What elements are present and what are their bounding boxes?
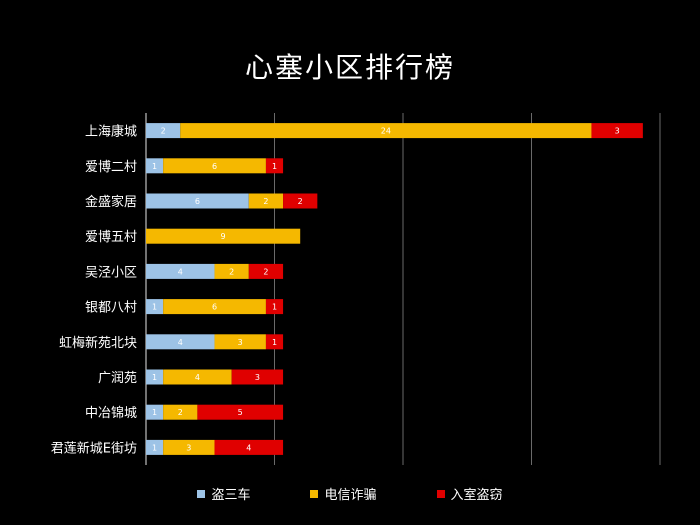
data-label: 2 xyxy=(298,197,303,206)
data-label: 3 xyxy=(615,127,620,136)
legend-item-series-2: 入室盗窃 xyxy=(436,484,503,503)
category-label: 虹梅新苑北块 xyxy=(59,335,137,351)
data-label: 1 xyxy=(152,303,157,312)
bar-segment-series-0 xyxy=(146,369,164,385)
data-label: 2 xyxy=(263,267,268,276)
bar-segment-series-2 xyxy=(231,369,284,385)
data-label: 1 xyxy=(272,338,277,347)
legend-swatch-series-0 xyxy=(197,489,206,498)
data-label: 3 xyxy=(238,338,243,347)
data-label: 2 xyxy=(161,127,166,136)
bar-segment-series-2 xyxy=(265,299,284,315)
legend-item-series-0: 盗三车 xyxy=(197,484,250,503)
bar-segment-series-2 xyxy=(265,158,284,174)
data-label: 6 xyxy=(212,162,217,171)
bar-segment-series-0 xyxy=(146,158,164,174)
legend-swatch-series-1 xyxy=(310,489,319,498)
bar-segment-series-0 xyxy=(146,193,249,209)
category-label: 银都八村 xyxy=(85,301,137,316)
data-label: 4 xyxy=(178,267,183,276)
data-label: 3 xyxy=(186,443,191,452)
data-label: 2 xyxy=(229,267,234,276)
legend-label-series-1: 电信诈骗 xyxy=(324,488,377,503)
category-label: 金盛家居 xyxy=(85,194,137,210)
bar-segment-series-1 xyxy=(163,369,232,385)
data-label: 2 xyxy=(263,197,268,206)
bar-segment-series-2 xyxy=(265,334,284,350)
bar-segment-series-2 xyxy=(214,439,284,455)
bar-segment-series-1 xyxy=(163,439,215,455)
chart-legend: 盗三车 电信诈骗 入室盗窃 xyxy=(0,484,700,503)
bar-segment-series-1 xyxy=(248,193,284,209)
data-label: 3 xyxy=(255,373,260,382)
bar-segment-series-1 xyxy=(214,263,249,279)
bar-segment-series-0 xyxy=(146,299,164,315)
bar-segment-series-1 xyxy=(214,334,266,350)
bar-segment-series-2 xyxy=(197,404,284,420)
category-label: 广润苑 xyxy=(98,371,137,386)
bar-segment-series-0 xyxy=(146,439,164,455)
data-label: 4 xyxy=(246,443,251,452)
category-label: 吴泾小区 xyxy=(85,265,137,280)
bar-segment-series-1 xyxy=(163,158,266,174)
bar-segment-series-1 xyxy=(146,228,301,244)
bar-segment-series-2 xyxy=(248,263,284,279)
legend-swatch-series-2 xyxy=(436,489,445,498)
bar-segment-series-0 xyxy=(146,263,215,279)
data-label: 5 xyxy=(238,408,243,417)
bar-segment-series-0 xyxy=(146,123,181,139)
legend-item-series-1: 电信诈骗 xyxy=(310,484,377,503)
chart-title: 心塞小区排行榜 xyxy=(244,51,455,84)
data-label: 1 xyxy=(152,162,157,171)
data-label: 1 xyxy=(272,303,277,312)
bar-segment-series-0 xyxy=(146,334,215,350)
category-label: 君莲新城E街坊 xyxy=(51,440,137,456)
legend-label-series-2: 入室盗窃 xyxy=(450,488,503,503)
legend-label-series-0: 盗三车 xyxy=(211,488,251,503)
category-label: 上海康城 xyxy=(85,124,137,140)
bar-segment-series-1 xyxy=(163,299,266,315)
bar-segment-series-2 xyxy=(591,123,643,139)
category-label: 中冶锦城 xyxy=(85,406,137,421)
data-label: 9 xyxy=(221,232,226,241)
data-label: 4 xyxy=(195,373,200,382)
category-label: 爱博五村 xyxy=(85,230,137,245)
data-label: 1 xyxy=(272,162,277,171)
bar-segment-series-2 xyxy=(283,193,318,209)
bar-segment-series-1 xyxy=(180,123,592,139)
data-label: 1 xyxy=(152,373,157,382)
data-label: 2 xyxy=(178,408,183,417)
data-label: 4 xyxy=(178,338,183,347)
data-label: 1 xyxy=(152,443,157,452)
data-label: 1 xyxy=(152,408,157,417)
category-label: 爱博二村 xyxy=(85,160,137,175)
bar-segment-series-0 xyxy=(146,404,164,420)
data-label: 24 xyxy=(381,127,391,136)
data-label: 6 xyxy=(195,197,200,206)
bar-segment-series-1 xyxy=(163,404,198,420)
data-label: 6 xyxy=(212,303,217,312)
